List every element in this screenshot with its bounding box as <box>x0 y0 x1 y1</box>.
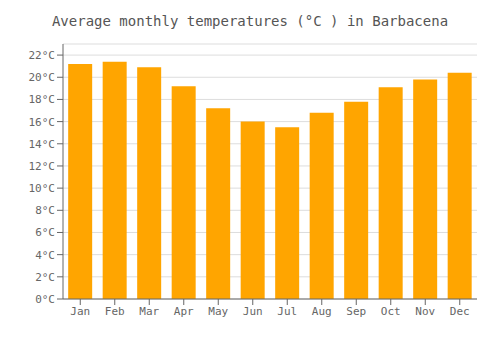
svg-text:May: May <box>208 305 228 318</box>
svg-text:Nov: Nov <box>415 305 435 318</box>
svg-text:Aug: Aug <box>312 305 332 318</box>
svg-text:14°C: 14°C <box>29 138 56 151</box>
svg-text:18°C: 18°C <box>29 93 56 106</box>
svg-text:Mar: Mar <box>139 305 159 318</box>
html-text:Average monthly temperatures (: Average monthly temperatures (°C ) in Ba… <box>51 13 449 29</box>
svg-text:12°C: 12°C <box>29 160 56 173</box>
svg-text:Oct: Oct <box>381 305 401 318</box>
svg-text:8°C: 8°C <box>35 204 55 217</box>
svg-text:2°C: 2°C <box>35 271 55 284</box>
svg-text:6°C: 6°C <box>35 226 55 239</box>
svg-text:Jun: Jun <box>243 305 263 318</box>
svg-text:20°C: 20°C <box>29 71 56 84</box>
svg-text:16°C: 16°C <box>29 116 56 129</box>
svg-text:Jan: Jan <box>70 305 90 318</box>
svg-text:0°C: 0°C <box>35 293 55 306</box>
svg-text:Jul: Jul <box>277 305 297 318</box>
svg-text:22°C: 22°C <box>29 49 56 62</box>
svg-text:Apr: Apr <box>174 305 194 318</box>
svg-text:Dec: Dec <box>450 305 470 318</box>
svg-text:Sep: Sep <box>346 305 366 318</box>
svg-text:10°C: 10°C <box>29 182 56 195</box>
svg-text:4°C: 4°C <box>35 249 55 262</box>
svg-text:Feb: Feb <box>105 305 125 318</box>
